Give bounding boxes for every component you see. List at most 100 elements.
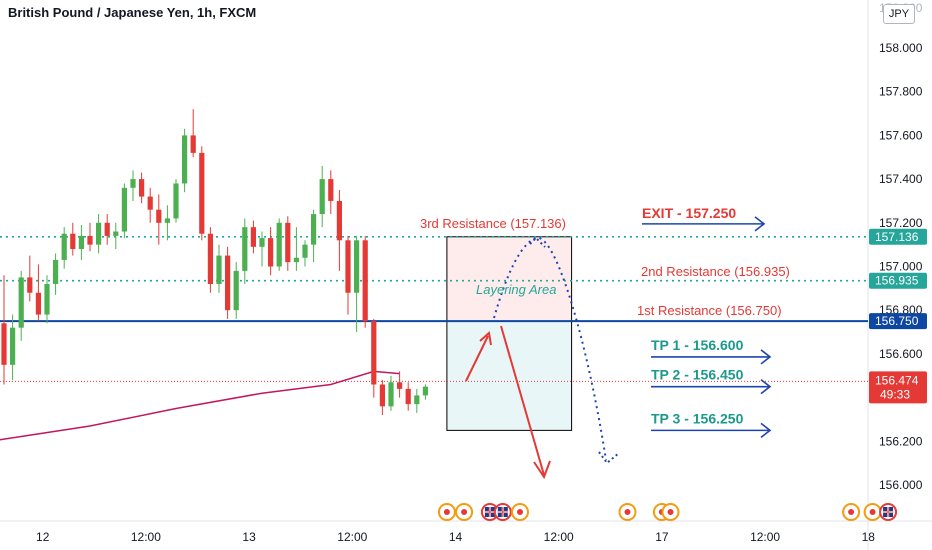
tp-label-3: TP 3 - 156.250: [651, 410, 744, 426]
candle-body: [61, 233, 67, 260]
layering-zone-lower: [446, 321, 572, 431]
candle: [422, 384, 428, 400]
candle-body: [130, 179, 136, 188]
candle-body: [207, 233, 213, 284]
blue-dotted-peak: [529, 236, 546, 248]
candle-body: [405, 388, 411, 405]
time-tick-label: 12: [36, 530, 50, 544]
candle: [354, 235, 360, 333]
candle: [87, 222, 93, 252]
candle-body: [397, 382, 403, 389]
red-up-arrow-head: [479, 331, 492, 346]
candle-body: [18, 277, 24, 328]
candle: [336, 190, 342, 271]
candle-body: [173, 183, 179, 219]
candle-body: [422, 386, 428, 396]
candle: [173, 179, 179, 223]
price-tick-label: 157.800: [879, 85, 923, 99]
time-tick-label: 12:00: [337, 530, 367, 544]
price-tick-label: 157.600: [879, 128, 923, 142]
candle: [147, 187, 153, 223]
countdown-label: 49:33: [880, 387, 910, 401]
candle: [379, 380, 385, 416]
price-tick-label: 156.600: [879, 347, 923, 361]
candle: [319, 165, 325, 228]
event-marker-icon: [842, 503, 861, 521]
candle-body: [250, 227, 256, 247]
price-tick-label: 156.200: [879, 434, 923, 448]
level-tag-text-1: 157.136: [875, 230, 919, 244]
event-marker-icon: [455, 503, 474, 521]
uk-flag-event-icon: [879, 503, 898, 521]
event-marker-dot: [624, 509, 631, 515]
candle-body: [336, 200, 342, 241]
tp-arrow-1-head: [760, 349, 772, 365]
candle: [293, 227, 299, 271]
time-tick-label: 12:00: [750, 530, 780, 544]
candle: [130, 170, 136, 201]
event-marker-dot: [461, 509, 468, 515]
time-tick-label: 13: [242, 530, 256, 544]
candle-body: [379, 384, 385, 407]
currency-button[interactable]: JPY: [883, 4, 915, 24]
event-marker-dot: [848, 509, 855, 515]
candle: [139, 172, 145, 204]
candle-body: [53, 259, 59, 284]
candle: [276, 218, 282, 271]
candle-body: [78, 235, 84, 250]
level-tag-text-2: 156.935: [875, 274, 919, 288]
chart-title: British Pound / Japanese Yen, 1h, FXCM: [8, 5, 257, 20]
event-marker-icon: [511, 503, 529, 521]
candle-body: [285, 222, 291, 263]
event-marker-icon: [863, 503, 882, 521]
event-marker-icon: [618, 503, 637, 521]
time-tick-label: 12:00: [544, 530, 574, 544]
candle-body: [104, 222, 110, 236]
price-tick-label: 157.200: [879, 216, 923, 230]
candle: [53, 253, 59, 295]
price-tick-label: 157.400: [879, 172, 923, 186]
blue-dotted-arrow-head: [598, 451, 620, 465]
candle: [70, 222, 76, 256]
candle-body: [414, 395, 420, 405]
candle: [1, 275, 7, 385]
level-tag-3: [869, 313, 927, 330]
candle-body: [113, 231, 119, 236]
candle: [225, 246, 231, 319]
candle-body: [233, 270, 239, 311]
red-down-arrow: [500, 325, 545, 476]
tp-arrow-3-head: [760, 422, 772, 439]
candle-body: [328, 179, 334, 201]
tp-label-1: TP 1 - 156.600: [651, 337, 744, 353]
current-price-label: 156.474: [875, 373, 919, 387]
candle: [96, 214, 102, 254]
current-price-tag: [869, 371, 927, 404]
event-marker-dot: [869, 509, 876, 515]
candle: [35, 264, 41, 322]
candle: [104, 214, 110, 245]
candle-body: [96, 222, 102, 245]
candle: [182, 128, 188, 193]
candle-body: [302, 244, 308, 258]
event-marker-dot: [517, 509, 523, 515]
price-tick-label: 158.000: [879, 41, 923, 55]
candle-body: [259, 238, 265, 247]
candle: [268, 227, 274, 276]
candle-body: [164, 218, 170, 223]
tp-arrow-2-head: [760, 379, 772, 395]
candle-body: [44, 283, 50, 315]
candle-body: [388, 382, 394, 407]
candle-body: [182, 135, 188, 184]
candle: [250, 220, 256, 254]
candle-body: [362, 240, 368, 322]
candle: [233, 262, 239, 319]
candle-body: [319, 179, 325, 215]
candle: [285, 216, 291, 271]
time-tick-label: 12:00: [131, 530, 161, 544]
candle: [27, 255, 33, 302]
price-tick-label: 156.000: [879, 478, 923, 492]
candle: [362, 235, 368, 328]
candle-body: [1, 323, 7, 365]
candle: [345, 235, 351, 315]
